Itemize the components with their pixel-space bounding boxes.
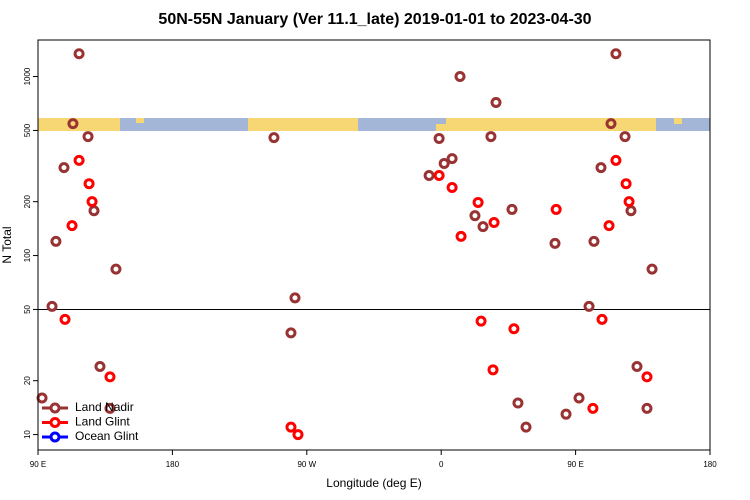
y-tick-label: 100 (23, 248, 32, 262)
point (110, 263, 122, 275)
point (86, 196, 98, 208)
plot-frame (37, 39, 711, 451)
point (46, 300, 58, 312)
y-axis-label: N Total (0, 226, 14, 263)
x-tick-label: 0 (439, 460, 444, 469)
x-tick-label: 90 E (30, 460, 46, 469)
point (595, 162, 607, 174)
y-tick-label: 50 (23, 304, 32, 313)
x-tick-label: 180 (703, 460, 717, 469)
point (603, 220, 615, 232)
point (560, 408, 572, 420)
point (82, 131, 94, 143)
point (438, 157, 450, 169)
point (588, 235, 600, 247)
y-tick-label: 200 (23, 194, 32, 208)
point (610, 154, 622, 166)
point (59, 313, 71, 325)
point (268, 132, 280, 144)
legend-marker (49, 431, 61, 443)
point (285, 421, 297, 433)
point (446, 181, 458, 193)
point (455, 230, 467, 242)
legend-marker (49, 417, 61, 428)
point (490, 97, 502, 109)
x-tick-label: 90 W (297, 460, 316, 469)
point (58, 162, 70, 174)
y-tick-label: 10 (23, 430, 32, 439)
point (605, 118, 617, 130)
x-axis-label: Longitude (deg E) (326, 476, 421, 490)
ticks: 90 E 180 90 W 0 90 E 180 10 20 50 100 200 500 1000 (23, 67, 717, 469)
y-tick-label: 500 (23, 123, 32, 137)
point (520, 421, 532, 433)
point (631, 361, 643, 373)
point (587, 402, 599, 414)
point (83, 178, 95, 190)
point (549, 237, 561, 249)
point (454, 71, 466, 83)
point (285, 327, 297, 339)
point (610, 48, 622, 60)
legend-label: Ocean Glint (75, 429, 139, 443)
marks (36, 48, 658, 441)
point (583, 300, 595, 312)
point (512, 397, 524, 409)
y-tick-label: 20 (23, 376, 32, 385)
point (619, 131, 631, 143)
point (423, 170, 435, 182)
point (475, 315, 487, 327)
point (641, 371, 653, 383)
point (508, 323, 520, 335)
point (469, 210, 481, 222)
point (433, 132, 445, 144)
chart-title: 50N-55N January (Ver 11.1_late) 2019-01-… (158, 11, 591, 28)
y-tick-label: 1000 (23, 67, 32, 85)
point (67, 118, 79, 130)
legend-label: Land Glint (75, 415, 130, 429)
point (104, 402, 116, 414)
map-strip (38, 118, 710, 131)
point (620, 178, 632, 190)
point (596, 313, 608, 325)
point (485, 131, 497, 143)
point (550, 203, 562, 215)
x-tick-label: 180 (166, 460, 180, 469)
point (104, 371, 116, 383)
point (573, 392, 585, 404)
point (446, 153, 458, 165)
legend-marker (49, 402, 61, 414)
point (289, 292, 301, 304)
point (50, 235, 62, 247)
point (623, 196, 635, 208)
point (506, 203, 518, 215)
point (641, 402, 653, 414)
point (472, 196, 484, 208)
point (66, 220, 78, 232)
legend-label: Land Nadir (75, 400, 134, 414)
point (646, 263, 658, 275)
point (94, 361, 106, 373)
point (487, 364, 499, 376)
x-tick-label: 90 E (567, 460, 583, 469)
point (433, 170, 445, 182)
point (477, 221, 489, 233)
point (488, 216, 500, 228)
point (292, 429, 304, 441)
point (73, 154, 85, 166)
point (73, 48, 85, 60)
